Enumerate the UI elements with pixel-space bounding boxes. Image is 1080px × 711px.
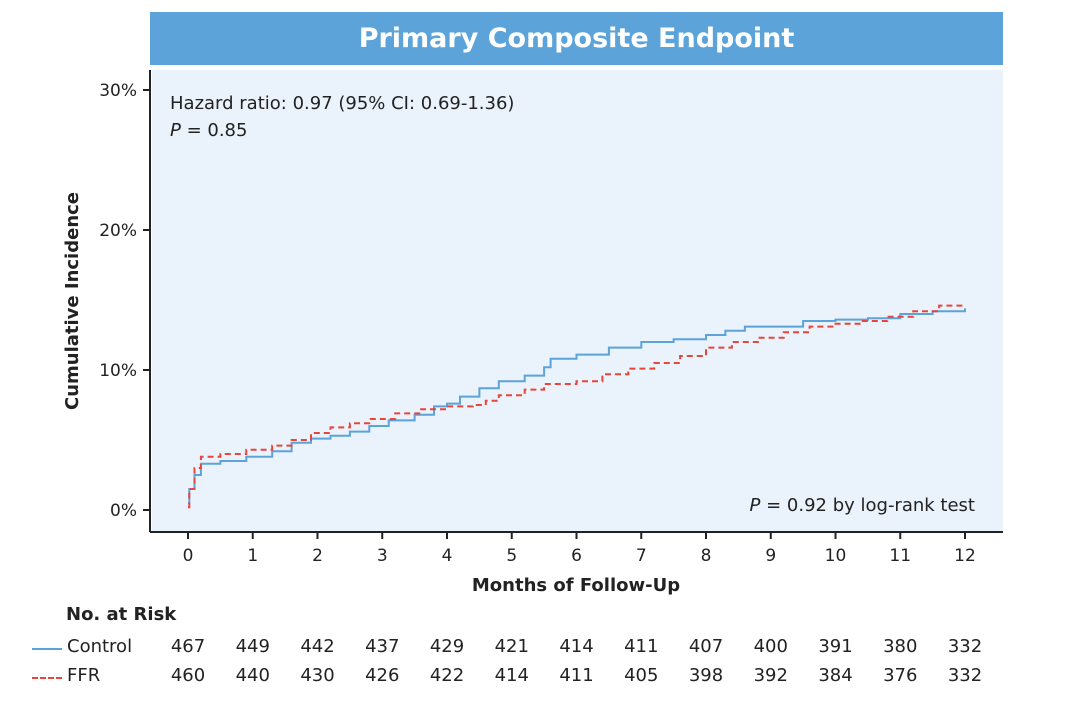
risk-row-ffr: FFR 460 440 430 426 422 414 411 405 398 392 384 376…	[0, 665, 1080, 691]
x-tick-label: 11	[889, 546, 911, 566]
risk-value: 414	[494, 665, 529, 686]
risk-value: 380	[883, 636, 918, 657]
hazard-ratio-annotation: Hazard ratio: 0.97 (95% CI: 0.69-1.36)	[170, 93, 514, 114]
risk-row-label: FFR	[67, 665, 101, 686]
x-tick-label: 3	[377, 546, 388, 566]
risk-value: 437	[365, 636, 400, 657]
x-tick-label: 4	[442, 546, 453, 566]
y-axis-title: Cumulative Incidence	[62, 192, 83, 410]
chart-area: 0 1 2 3 4 5 6 7 8 9 10 11 120%10%20%30% Cumulative I…	[62, 70, 1003, 596]
legend-swatch-control	[32, 648, 62, 650]
x-tick-label: 12	[954, 546, 976, 566]
legend-swatch-ffr	[32, 677, 62, 679]
x-tick-label: 0	[183, 546, 194, 566]
risk-value: 384	[818, 665, 853, 686]
risk-value: 440	[235, 665, 270, 686]
risk-value: 460	[170, 665, 206, 686]
risk-value: 332	[947, 636, 983, 657]
x-tick-label: 7	[636, 546, 647, 566]
risk-value: 411	[559, 665, 594, 686]
series-line-ffr	[188, 304, 966, 509]
risk-value: 391	[818, 636, 853, 657]
risk-table-title: No. at Risk	[66, 604, 177, 625]
risk-value: 407	[688, 636, 724, 657]
risk-value: 442	[300, 636, 335, 657]
logrank-annotation: P = 0.92 by log-rank test	[750, 495, 975, 516]
x-axis-title: Months of Follow-Up	[472, 575, 680, 596]
x-tick-label: 5	[506, 546, 517, 566]
risk-value: 429	[429, 636, 465, 657]
risk-value: 430	[300, 665, 335, 686]
x-tick-label: 10	[825, 546, 847, 566]
series-layer	[188, 304, 966, 509]
risk-value: 421	[494, 636, 529, 657]
series-line-control	[188, 308, 966, 504]
x-tick-label: 1	[247, 546, 258, 566]
x-tick-label: 2	[312, 546, 323, 566]
risk-value: 422	[429, 665, 465, 686]
x-tick-label: 9	[765, 546, 776, 566]
risk-value: 392	[753, 665, 788, 686]
risk-value: 398	[688, 665, 724, 686]
axis-ticks: 0 1 2 3 4 5 6 7 8 9 10 11 120%10%20%30%	[99, 81, 976, 566]
chart-title: Primary Composite Endpoint	[150, 12, 1003, 65]
risk-value: 414	[559, 636, 594, 657]
y-tick-label: 30%	[99, 81, 137, 101]
p-value-annotation: P = 0.85	[170, 120, 247, 141]
risk-value: 400	[753, 636, 788, 657]
risk-value: 467	[170, 636, 206, 657]
y-tick-label: 10%	[99, 361, 137, 381]
x-tick-label: 8	[701, 546, 712, 566]
risk-row-control: Control 467 449 442 437 429 421 414 411 407 400 39…	[0, 636, 1080, 662]
risk-value: 411	[624, 636, 659, 657]
risk-value: 376	[883, 665, 918, 686]
y-tick-label: 0%	[110, 501, 137, 521]
risk-value: 405	[624, 665, 659, 686]
x-tick-label: 6	[571, 546, 582, 566]
y-tick-label: 20%	[99, 221, 137, 241]
risk-value: 332	[947, 665, 983, 686]
risk-table: No. at Risk Control 467 449 442 437 429 421 41…	[0, 600, 1080, 700]
risk-row-label: Control	[67, 636, 133, 657]
risk-value: 449	[235, 636, 270, 657]
plot-background	[152, 70, 1003, 531]
risk-value: 426	[365, 665, 400, 686]
